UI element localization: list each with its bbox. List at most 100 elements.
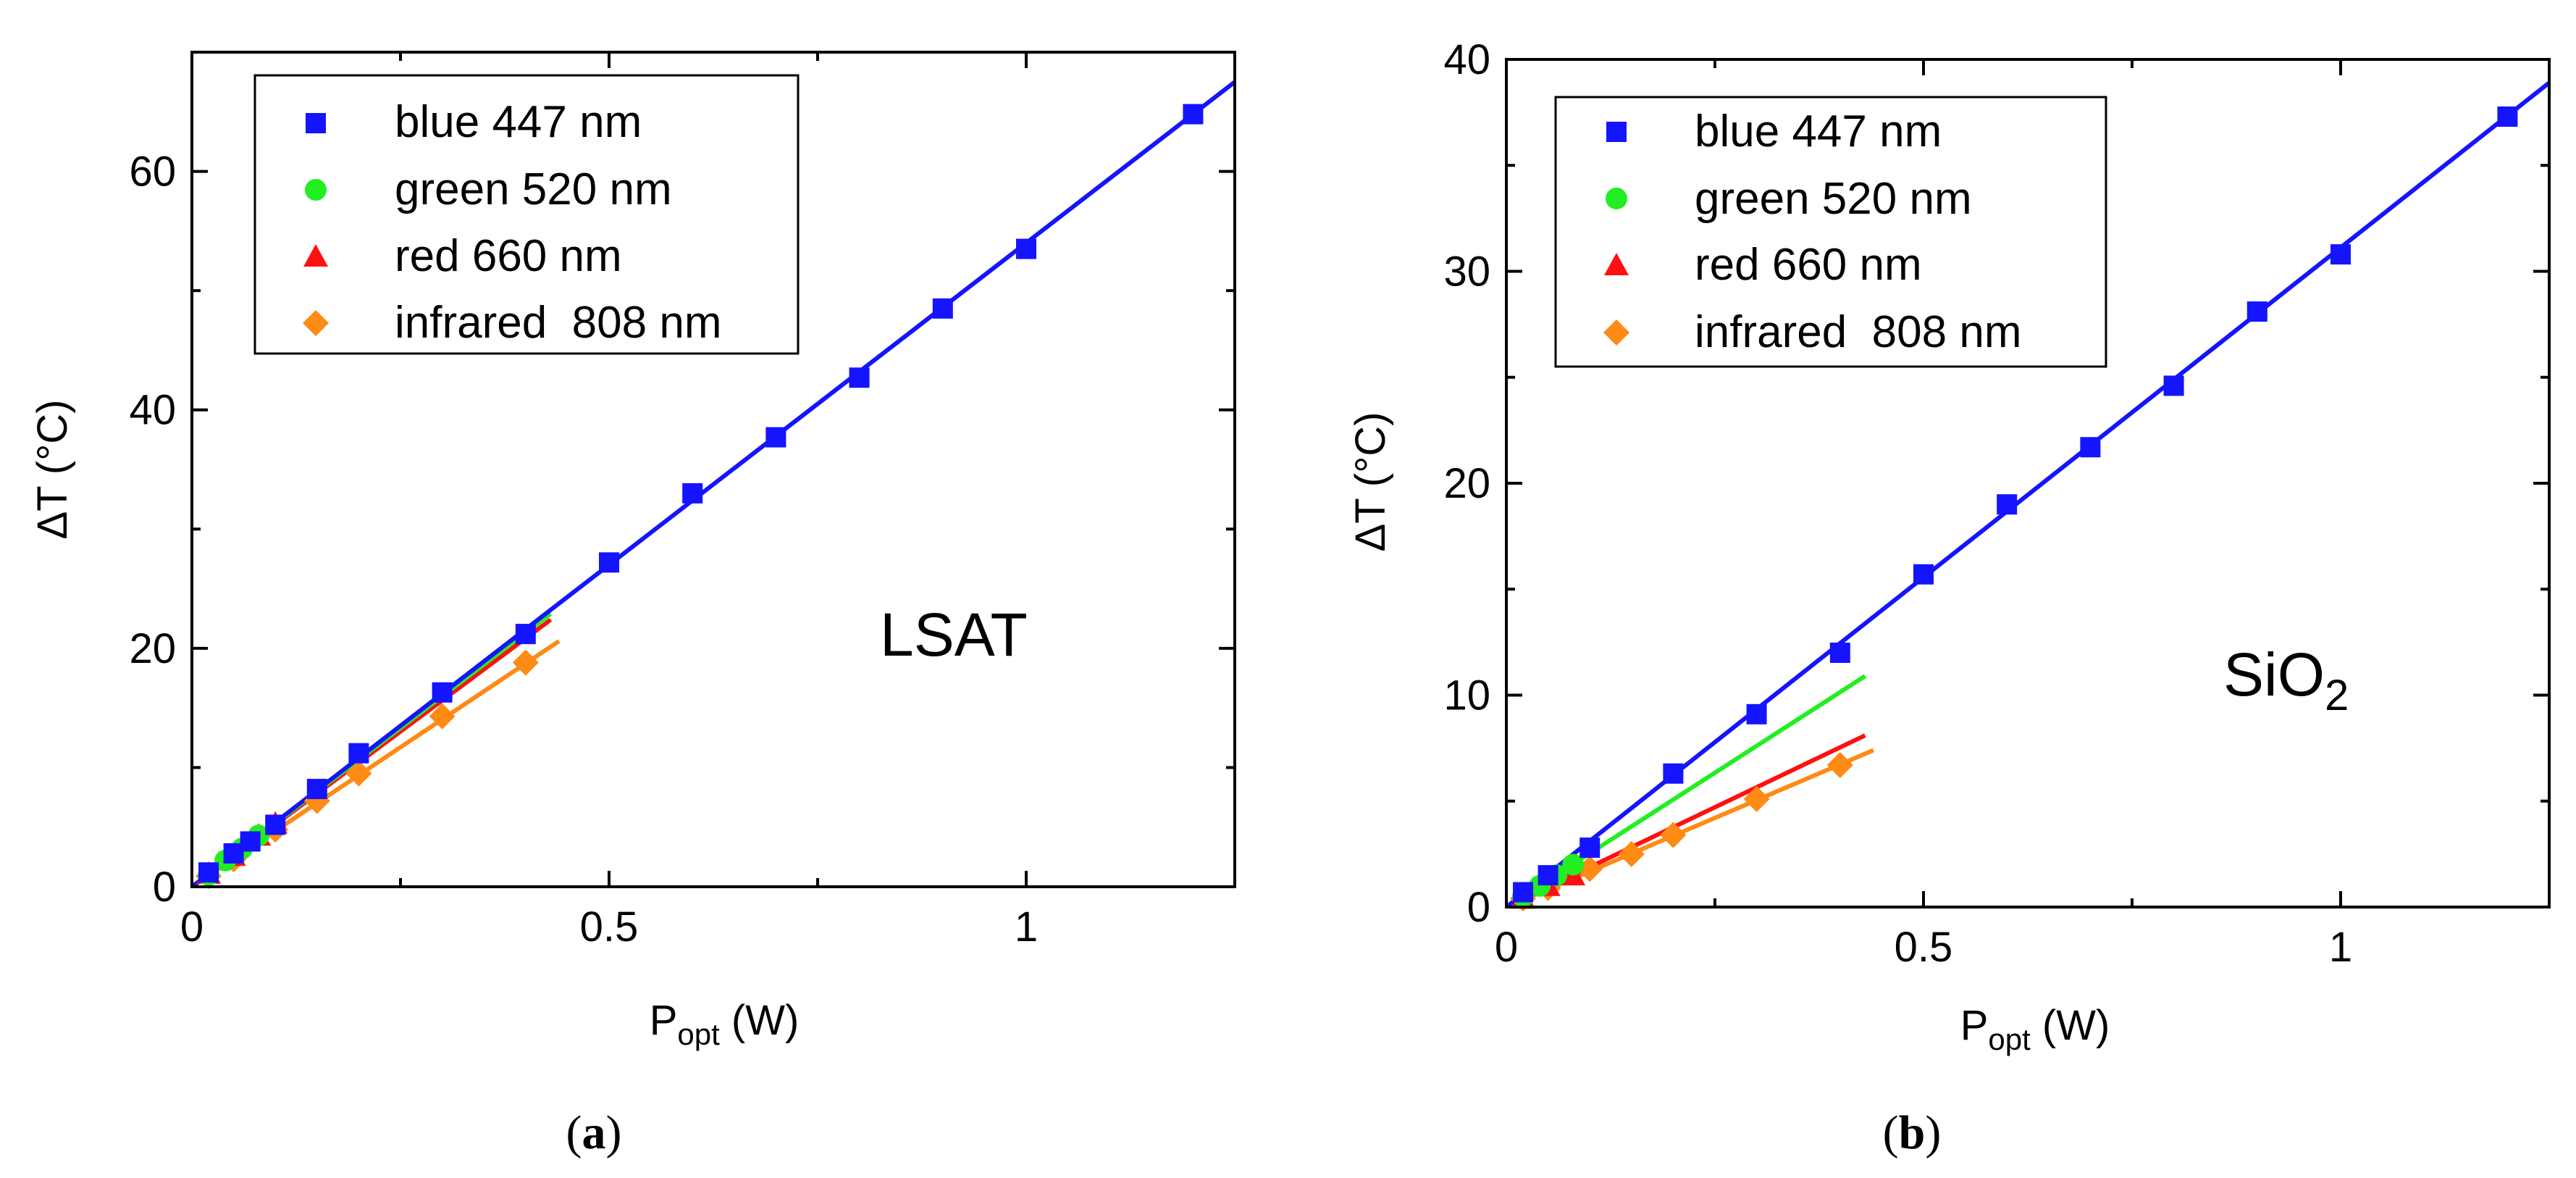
y-axis-label-b: ΔT (°C) xyxy=(1347,412,1394,552)
data-point-blue xyxy=(682,483,703,504)
data-point-blue xyxy=(1537,865,1558,886)
panel-caption-a: (a) xyxy=(566,1106,622,1159)
legend-label: infrared 808 nm xyxy=(1695,307,2021,357)
data-point-blue xyxy=(932,298,953,319)
legend-entry-a-2: red 660 nm xyxy=(303,231,622,281)
data-point-orange xyxy=(512,649,539,676)
data-point-blue xyxy=(515,624,536,645)
legend-box-b xyxy=(1554,96,2107,368)
legend-entry-a-1: green 520 nm xyxy=(305,164,672,214)
legend-marker-diamond xyxy=(303,310,329,336)
legend-entry-b-2: red 660 nm xyxy=(1604,240,1922,290)
data-point-blue xyxy=(348,743,369,764)
legend-symbol-green xyxy=(1606,188,1627,209)
material-annotation-a: LSAT xyxy=(880,601,1028,669)
legend-label: green 520 nm xyxy=(395,164,672,214)
legend-symbol-red xyxy=(303,244,328,267)
data-point-orange xyxy=(345,760,372,787)
legend-label: red 660 nm xyxy=(395,231,622,281)
x-axis-label-b: Popt (W) xyxy=(1960,1002,2110,1056)
plot-frame-a xyxy=(190,51,1236,888)
x-tick-label: 0 xyxy=(1495,924,1518,971)
x-tick-label: 1 xyxy=(2329,924,2352,971)
data-point-blue xyxy=(1016,238,1036,259)
data-point-blue xyxy=(849,367,870,388)
legend-box-a xyxy=(253,74,800,355)
legend-marker-circle xyxy=(1606,188,1627,209)
y-tick-label: 30 xyxy=(1443,248,1490,296)
data-point-blue xyxy=(1829,643,1850,663)
legend-a: blue 447 nm green 520 nm red 660 nm infr… xyxy=(253,74,800,355)
data-point-blue xyxy=(1579,837,1600,859)
x-axis-label-a: Popt (W) xyxy=(650,997,800,1051)
data-point-blue xyxy=(1913,564,1934,585)
data-point-blue xyxy=(240,831,261,852)
legend-symbol-orange xyxy=(303,310,329,336)
data-point-blue xyxy=(1513,882,1534,903)
x-tick-label: 1 xyxy=(1015,903,1038,951)
y-tick-label: 10 xyxy=(1443,672,1490,719)
legend-symbol-orange xyxy=(1603,319,1629,346)
x-tick-label: 0 xyxy=(180,903,204,951)
legend-marker-square xyxy=(306,113,326,133)
legend-symbol-blue xyxy=(1606,122,1627,142)
data-point-orange xyxy=(1618,840,1645,867)
y-tick-label: 60 xyxy=(129,149,176,196)
data-point-blue xyxy=(198,862,219,883)
data-point-blue xyxy=(265,814,286,835)
data-point-blue xyxy=(306,779,327,800)
legend-marker-diamond xyxy=(1603,319,1629,346)
panel-letter-b: b xyxy=(1899,1106,1926,1159)
legend-entry-b-1: green 520 nm xyxy=(1606,174,1972,224)
y-tick-label: 40 xyxy=(129,387,176,434)
data-point-blue xyxy=(2163,375,2184,396)
y-tick-label: 40 xyxy=(1443,36,1490,83)
legend-entry-a-3: infrared 808 nm xyxy=(303,298,721,348)
panel-caption-b: (b) xyxy=(1883,1106,1942,1159)
data-point-blue xyxy=(1663,763,1684,784)
data-point-blue xyxy=(1746,703,1767,724)
legend-marker-triangle xyxy=(303,244,328,267)
legend-marker-circle xyxy=(305,179,327,201)
annotation-subscript-b: 2 xyxy=(2325,671,2349,719)
legend-marker-square xyxy=(1606,122,1627,142)
panel-letter-a: a xyxy=(582,1106,606,1159)
legend-entry-b-3: infrared 808 nm xyxy=(1603,307,2021,357)
legend-b: blue 447 nm green 520 nm red 660 nm infr… xyxy=(1554,96,2107,368)
data-point-orange xyxy=(1660,822,1687,848)
material-annotation-b: SiO2 xyxy=(2223,640,2349,719)
x-tick-label: 0.5 xyxy=(580,903,639,951)
data-point-blue xyxy=(432,682,453,703)
markers-a xyxy=(196,104,1204,890)
data-point-blue xyxy=(1183,104,1204,125)
legend-label: infrared 808 nm xyxy=(395,298,721,348)
panel-a: 0 0.5 1 0 20 40 60 Popt (W) ΔT (°C) blue 447 n… xyxy=(29,51,1236,1159)
data-point-blue xyxy=(2080,437,2101,458)
legend-label: blue 447 nm xyxy=(395,97,642,147)
legend-label: green 520 nm xyxy=(1695,174,1972,224)
y-tick-label: 20 xyxy=(1443,460,1490,507)
data-point-blue xyxy=(1997,494,2018,515)
data-point-blue xyxy=(2246,301,2267,322)
data-point-blue xyxy=(2330,244,2351,265)
legend-entry-b-0: blue 447 nm xyxy=(1606,106,1942,156)
data-point-blue xyxy=(599,552,619,573)
y-axis-label-a: ΔT (°C) xyxy=(29,400,76,540)
legend-symbol-blue xyxy=(306,113,326,133)
legend-symbol-red xyxy=(1604,253,1629,275)
legend-symbol-green xyxy=(305,179,327,201)
data-point-orange xyxy=(429,703,456,730)
legend-label: red 660 nm xyxy=(1695,240,1922,290)
markers-b xyxy=(1510,106,2518,912)
axis-ticks-a: 0 0.5 1 0 20 40 60 xyxy=(129,51,1236,951)
y-tick-label: 0 xyxy=(153,864,176,911)
data-point-blue xyxy=(2497,106,2518,127)
legend-entry-a-0: blue 447 nm xyxy=(306,97,642,147)
data-point-orange xyxy=(1826,752,1853,779)
y-tick-label: 0 xyxy=(1467,884,1490,931)
legend-marker-triangle xyxy=(1604,253,1629,275)
